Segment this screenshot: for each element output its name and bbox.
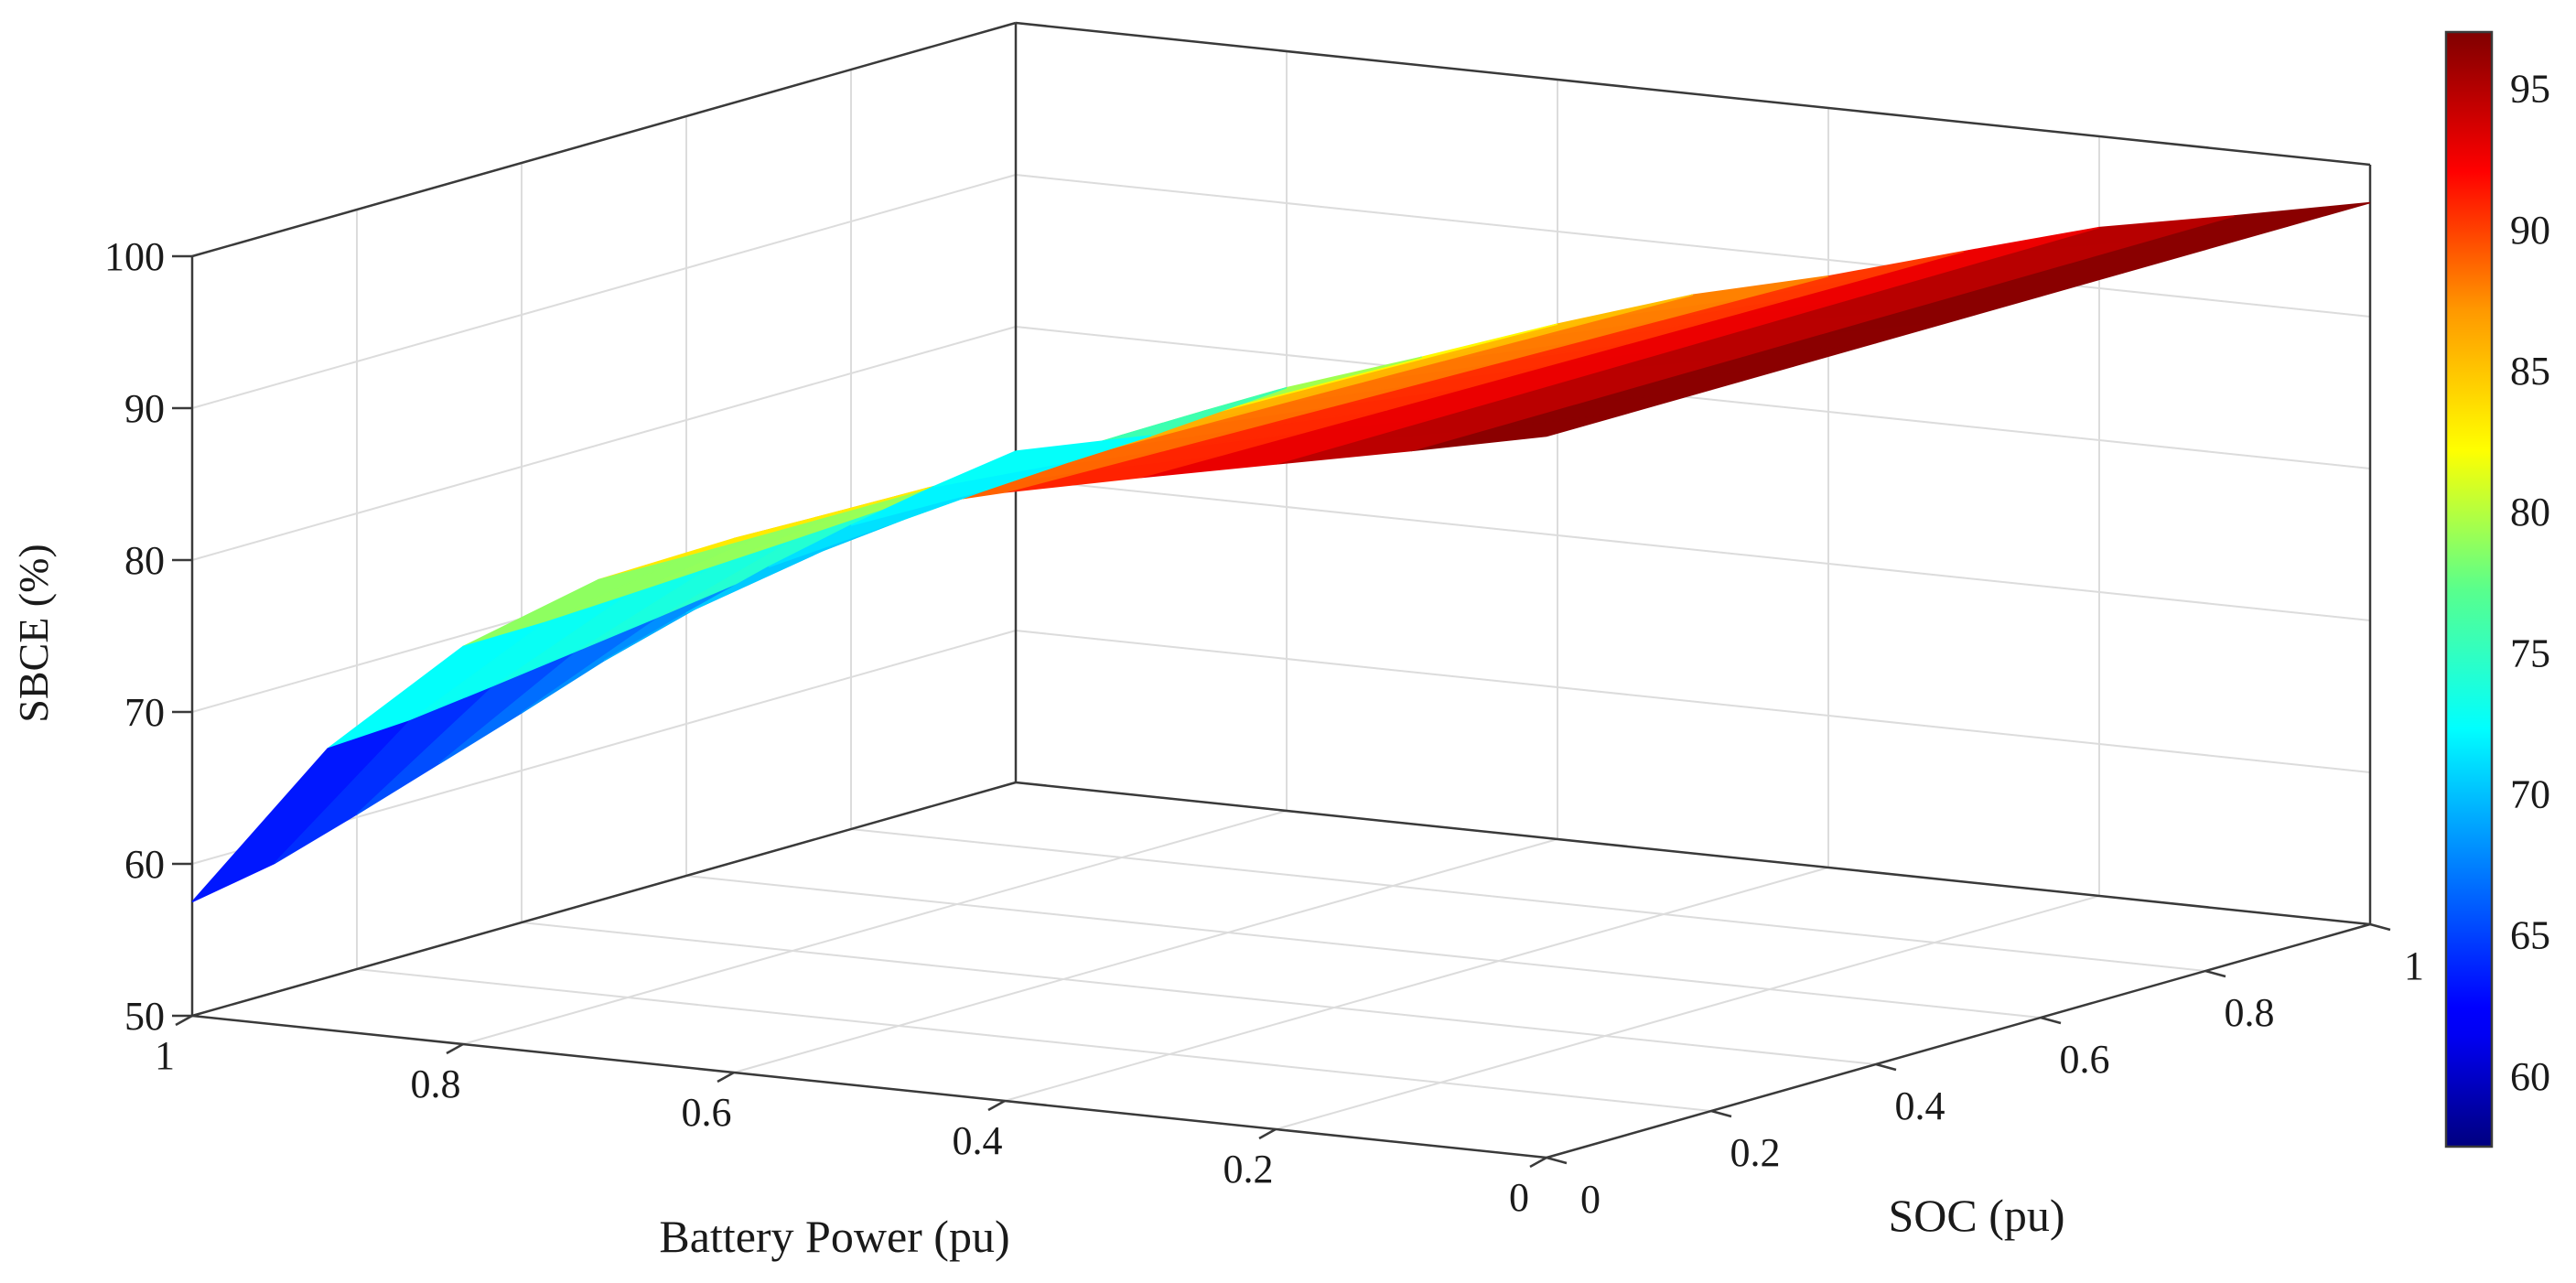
y-tick-mark <box>2204 969 2226 978</box>
x-tick-mark <box>1258 1127 1277 1140</box>
colorbar-tick-label: 60 <box>2510 1054 2550 1099</box>
colorbar-tick-label: 85 <box>2510 349 2550 394</box>
x-axis-label: Battery Power (pu) <box>659 1211 1009 1262</box>
x-tick-label: 1 <box>155 1033 175 1078</box>
x-tick-mark <box>987 1099 1006 1112</box>
colorbar-gradient <box>2444 30 2494 1148</box>
grid-line-z-back <box>1015 174 2371 318</box>
y-tick-mark <box>1546 1156 1568 1165</box>
box-edge-floor-left <box>191 781 1017 1018</box>
grid-line-floor-soc <box>521 922 1877 1065</box>
z-tick-label: 100 <box>104 234 165 279</box>
y-tick-mark <box>2369 922 2391 932</box>
x-tick-label: 0.6 <box>682 1090 732 1135</box>
colorbar-tick-label: 95 <box>2510 67 2550 112</box>
y-tick-label: 0 <box>1580 1177 1601 1222</box>
colorbar-tick-label: 75 <box>2510 631 2550 675</box>
y-tick-label: 0.8 <box>2225 990 2275 1035</box>
x-tick-label: 0 <box>1509 1175 1529 1220</box>
grid-line-floor-soc <box>356 968 1712 1112</box>
tick-labels: 50 60 70 80 90 100 0 0.2 0.4 0.6 0.8 1 0 0.2 0.4 0.6 0.8… <box>104 87 2492 1222</box>
grid-line-floor-soc <box>850 828 2206 972</box>
grid-lines <box>191 22 2371 1159</box>
y-axis-label: SOC (pu) <box>1888 1190 2064 1241</box>
x-tick-label: 0.4 <box>953 1118 1003 1163</box>
z-tick-label: 60 <box>124 842 165 887</box>
y-tick-label: 0.6 <box>2060 1037 2110 1082</box>
colorbar-tick-label: 90 <box>2510 208 2550 253</box>
surface-patch <box>932 435 1152 488</box>
box-edge-floor-back <box>1015 781 2371 926</box>
x-tick-mark <box>446 1042 464 1055</box>
x-tick-label: 0.2 <box>1223 1147 1274 1191</box>
colorbar: 60 65 70 75 80 85 90 95 <box>2444 30 2550 1148</box>
grid-line-z-left <box>191 174 1017 409</box>
grid-line-floor-soc <box>685 875 2042 1019</box>
z-axis-label: SBCE (%) <box>10 544 57 723</box>
grid-line-floor-power <box>1004 867 1829 1102</box>
y-tick-label: 0.4 <box>1895 1084 1945 1128</box>
colorbar-tick-label: 80 <box>2510 490 2550 534</box>
z-tick-label: 50 <box>124 994 165 1039</box>
x-tick-mark <box>1529 1156 1547 1169</box>
y-tick-mark <box>1875 1062 1897 1072</box>
grid-line-z-left <box>191 326 1017 561</box>
x-tick-label: 0.8 <box>411 1062 461 1106</box>
z-tick-label: 90 <box>124 386 165 431</box>
z-tick-label: 80 <box>124 538 165 583</box>
surface-plot <box>191 201 2371 903</box>
y-tick-mark <box>1710 1109 1732 1118</box>
y-tick-label: 0.2 <box>1730 1130 1781 1175</box>
colorbar-tick-label: 70 <box>2510 772 2550 817</box>
box-edge-top-back <box>1015 21 2371 167</box>
grid-line-z-back <box>1015 478 2371 621</box>
surface-patch <box>850 460 1070 526</box>
x-tick-mark <box>175 1014 193 1027</box>
colorbar-tick-label: 65 <box>2510 913 2550 958</box>
y-tick-mark <box>2040 1016 2062 1025</box>
x-tick-mark <box>717 1071 735 1084</box>
axes-box <box>190 21 2372 1159</box>
grid-line-z-back <box>1015 326 2371 469</box>
z-tick-label: 70 <box>124 690 165 735</box>
grid-line-floor-power <box>1275 895 2100 1130</box>
y-tick-label: 1 <box>2404 943 2424 988</box>
y-axis-line <box>1546 922 2371 1159</box>
x-axis-line <box>191 1014 1547 1159</box>
grid-line-floor-power <box>733 838 1558 1073</box>
grid-line-floor-power <box>462 810 1288 1045</box>
box-edge-top-left <box>191 21 1017 258</box>
grid-line-z-back <box>1015 630 2371 773</box>
